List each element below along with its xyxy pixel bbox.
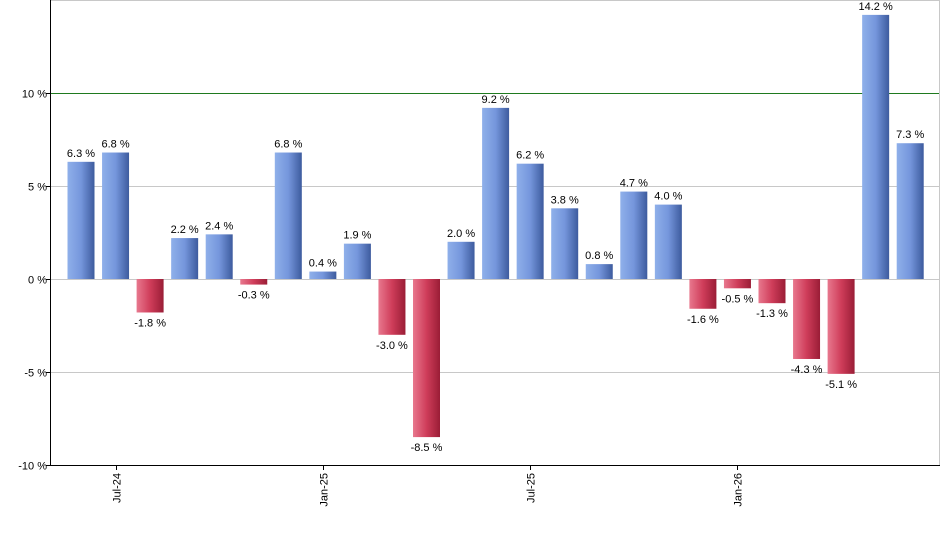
bar	[136, 279, 164, 313]
data-label: 4.0 %	[654, 191, 682, 203]
data-label: 2.0 %	[447, 228, 475, 240]
bar	[482, 107, 510, 279]
x-tick-label: Jul-25	[526, 473, 538, 503]
x-tick-label: Jan-25	[319, 473, 331, 507]
bar	[896, 143, 924, 279]
data-label: 0.4 %	[309, 258, 337, 270]
data-label: 4.7 %	[620, 178, 648, 190]
bar	[102, 152, 130, 279]
bar	[413, 279, 440, 438]
data-label: 0.8 %	[585, 250, 613, 262]
data-label: 6.8 %	[274, 139, 302, 151]
data-label: 14.2 %	[859, 1, 893, 13]
bar	[689, 279, 717, 309]
data-label: -0.3 %	[238, 290, 270, 302]
bar	[620, 191, 648, 279]
bars	[67, 14, 924, 438]
bar	[447, 241, 475, 279]
data-label: -3.0 %	[376, 340, 408, 352]
y-tick-label: 0 %	[28, 275, 47, 287]
bar	[723, 279, 751, 289]
data-label: 6.3 %	[67, 148, 95, 160]
bar	[654, 204, 682, 279]
data-label: -0.5 %	[722, 293, 754, 305]
bar	[240, 279, 268, 285]
data-label: 2.2 %	[171, 224, 199, 236]
data-label: 3.8 %	[551, 194, 579, 206]
bar	[205, 234, 233, 279]
data-label: 7.3 %	[896, 129, 924, 141]
bar	[309, 271, 337, 279]
bar	[171, 238, 199, 279]
data-label: -5.1 %	[825, 379, 857, 391]
data-label: 6.8 %	[101, 139, 129, 151]
data-label: 1.9 %	[343, 230, 371, 242]
data-label: 6.2 %	[516, 150, 544, 162]
bar	[585, 264, 613, 279]
data-label: -1.3 %	[756, 308, 788, 320]
bar	[516, 163, 544, 279]
data-label: -4.3 %	[791, 364, 823, 376]
bar	[793, 279, 821, 359]
data-label: 9.2 %	[482, 94, 510, 106]
bar	[378, 279, 406, 335]
bar	[827, 279, 855, 374]
x-tick-label: Jan-26	[733, 473, 745, 507]
data-label: 2.4 %	[205, 220, 233, 232]
data-label: -8.5 %	[411, 442, 443, 454]
bar	[274, 152, 302, 279]
y-tick-label: 10 %	[22, 89, 47, 101]
data-label: -1.6 %	[687, 314, 719, 326]
bar	[758, 279, 786, 304]
bar	[67, 161, 95, 279]
x-tick-label: Jul-24	[112, 473, 124, 503]
bar	[343, 243, 371, 279]
labels: 6.3 % 6.8 % -1.8 % 2.2 % 2.4 % -0.3 % 6.8 % 0.4…	[18, 1, 924, 507]
y-tick-label: 5 %	[28, 182, 47, 194]
bar	[862, 14, 890, 279]
y-tick-label: -5 %	[24, 368, 47, 380]
bar	[551, 208, 579, 279]
data-label: -1.8 %	[134, 317, 166, 329]
y-tick-label: -10 %	[18, 461, 47, 473]
